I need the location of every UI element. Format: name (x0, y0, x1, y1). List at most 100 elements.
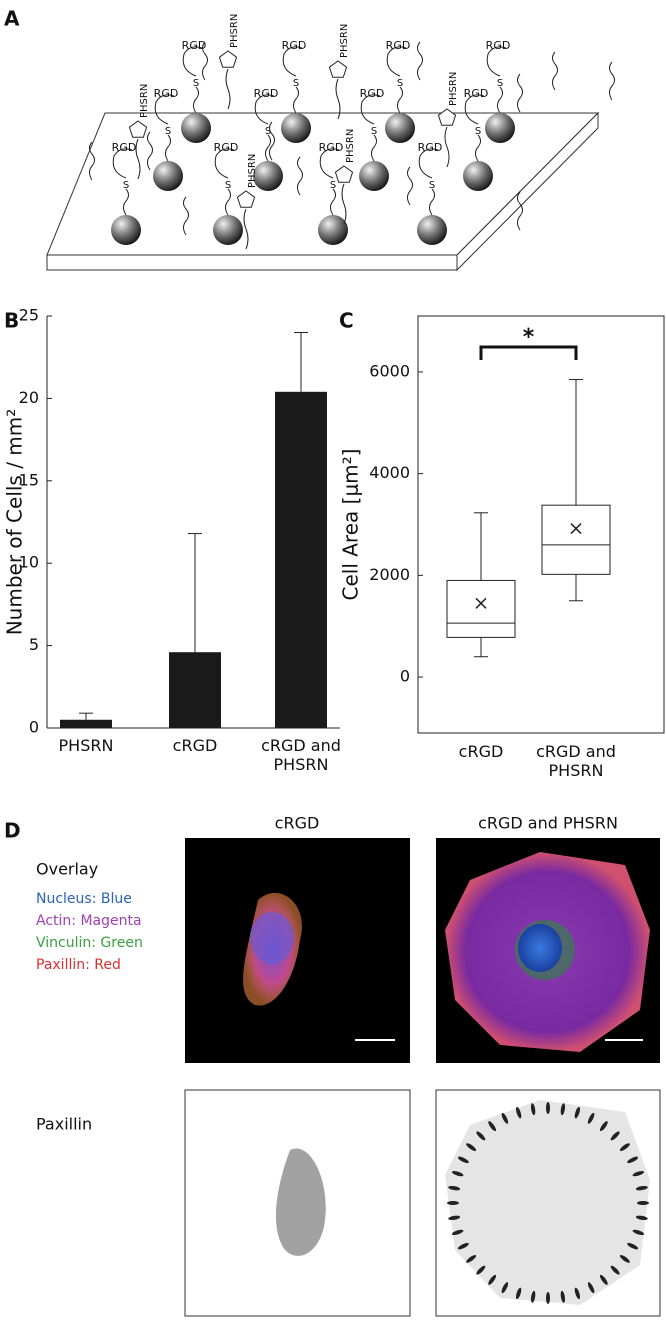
adhesion (448, 1215, 461, 1221)
y-tick-label: 20 (19, 388, 39, 407)
box (446, 579, 516, 638)
adhesion (599, 1121, 608, 1132)
adhesion (610, 1265, 620, 1275)
ligand-loop (182, 46, 203, 77)
linker-label: S (429, 180, 435, 191)
tether (225, 188, 231, 216)
peptide-tail (444, 126, 450, 168)
adhesion (627, 1156, 639, 1164)
adhesion (530, 1103, 536, 1116)
peptide-label: PHSRN (339, 24, 350, 58)
ligand-loop (464, 94, 485, 125)
ligand-label: RGD (360, 87, 385, 100)
box (541, 504, 611, 575)
spacer (89, 141, 95, 181)
bead (253, 161, 283, 191)
y-tick-label: 0 (400, 667, 410, 686)
adhesion (488, 1121, 497, 1132)
y-tick-label: 4000 (369, 463, 410, 482)
mean-marker (570, 523, 582, 535)
y-tick-label: 5 (29, 635, 39, 654)
x-tick-label: PHSRN (58, 736, 114, 755)
adhesion (457, 1156, 469, 1164)
bar (60, 719, 112, 728)
spacer (609, 61, 615, 101)
peptide-ring (328, 60, 348, 78)
adhesion (501, 1112, 509, 1124)
spacer (183, 196, 189, 236)
y-tick-label: 10 (19, 553, 39, 572)
adhesion (587, 1282, 595, 1294)
spacer (297, 156, 303, 196)
tether (475, 134, 481, 162)
row-label: Paxillin (36, 1115, 92, 1134)
peptide-label: PHSRN (448, 72, 459, 106)
ligand-label: RGD (112, 141, 137, 154)
plate (46, 111, 600, 272)
bead (153, 161, 183, 191)
stain-legend: Actin: Magenta (36, 913, 142, 929)
ligand-loop (154, 94, 175, 125)
ligand-label: RGD (154, 87, 179, 100)
peptide-ring (334, 165, 354, 183)
spacer (147, 131, 153, 171)
peptide-tail (341, 183, 347, 225)
bead (281, 113, 311, 143)
peptide-ring (236, 190, 256, 208)
tether (293, 86, 299, 114)
peptide-tail (243, 208, 249, 250)
stain-legend: Vinculin: Green (36, 935, 143, 951)
spacer (552, 51, 558, 91)
significance-bracket (479, 345, 578, 360)
bead (417, 215, 447, 245)
ligand-loop (386, 46, 407, 77)
adhesion (560, 1103, 566, 1116)
ligand-loop (112, 148, 133, 179)
linker-label: S (165, 126, 171, 137)
panel-label: D (4, 819, 21, 843)
stain-legend: Paxillin: Red (36, 957, 121, 973)
linker-label: S (265, 126, 271, 137)
adhesion (466, 1143, 477, 1152)
y-tick-label: 0 (29, 718, 39, 737)
y-tick-label: 2000 (369, 565, 410, 584)
ligand-loop (360, 94, 381, 125)
tether (497, 86, 503, 114)
peptide-label: PHSRN (247, 154, 258, 188)
adhesion (451, 1229, 464, 1236)
ligand-label: RGD (182, 39, 207, 52)
bead (485, 113, 515, 143)
y-axis-label: Cell Area [μm²] (339, 449, 363, 601)
peptide-label: PHSRN (139, 84, 150, 118)
bead (111, 215, 141, 245)
ligand-label: RGD (214, 141, 239, 154)
adhesion (476, 1131, 486, 1141)
adhesion (599, 1274, 608, 1285)
linker-label: S (293, 78, 299, 89)
adhesion (451, 1170, 464, 1177)
adhesion (632, 1170, 645, 1177)
adhesion (515, 1287, 522, 1300)
ligand-loop (418, 148, 439, 179)
significance-label: * (523, 325, 535, 350)
spacer (517, 191, 523, 231)
adhesion (627, 1242, 639, 1250)
y-tick-label: 15 (19, 470, 39, 489)
tether (429, 188, 435, 216)
row-label: Overlay (36, 860, 98, 879)
column-title: cRGD (275, 814, 320, 833)
peptide-tail (135, 138, 141, 180)
peptide-tail (225, 68, 231, 110)
x-tick-label: cRGD and PHSRN (261, 736, 341, 774)
adhesion (587, 1112, 595, 1124)
bar (169, 652, 221, 728)
ligand-label: RGD (418, 141, 443, 154)
panel-label: B (4, 309, 19, 333)
tether (165, 134, 171, 162)
bead (359, 161, 389, 191)
ligand-loop (214, 148, 235, 179)
tether (265, 134, 271, 162)
adhesion (635, 1215, 648, 1221)
ligand-label: RGD (464, 87, 489, 100)
